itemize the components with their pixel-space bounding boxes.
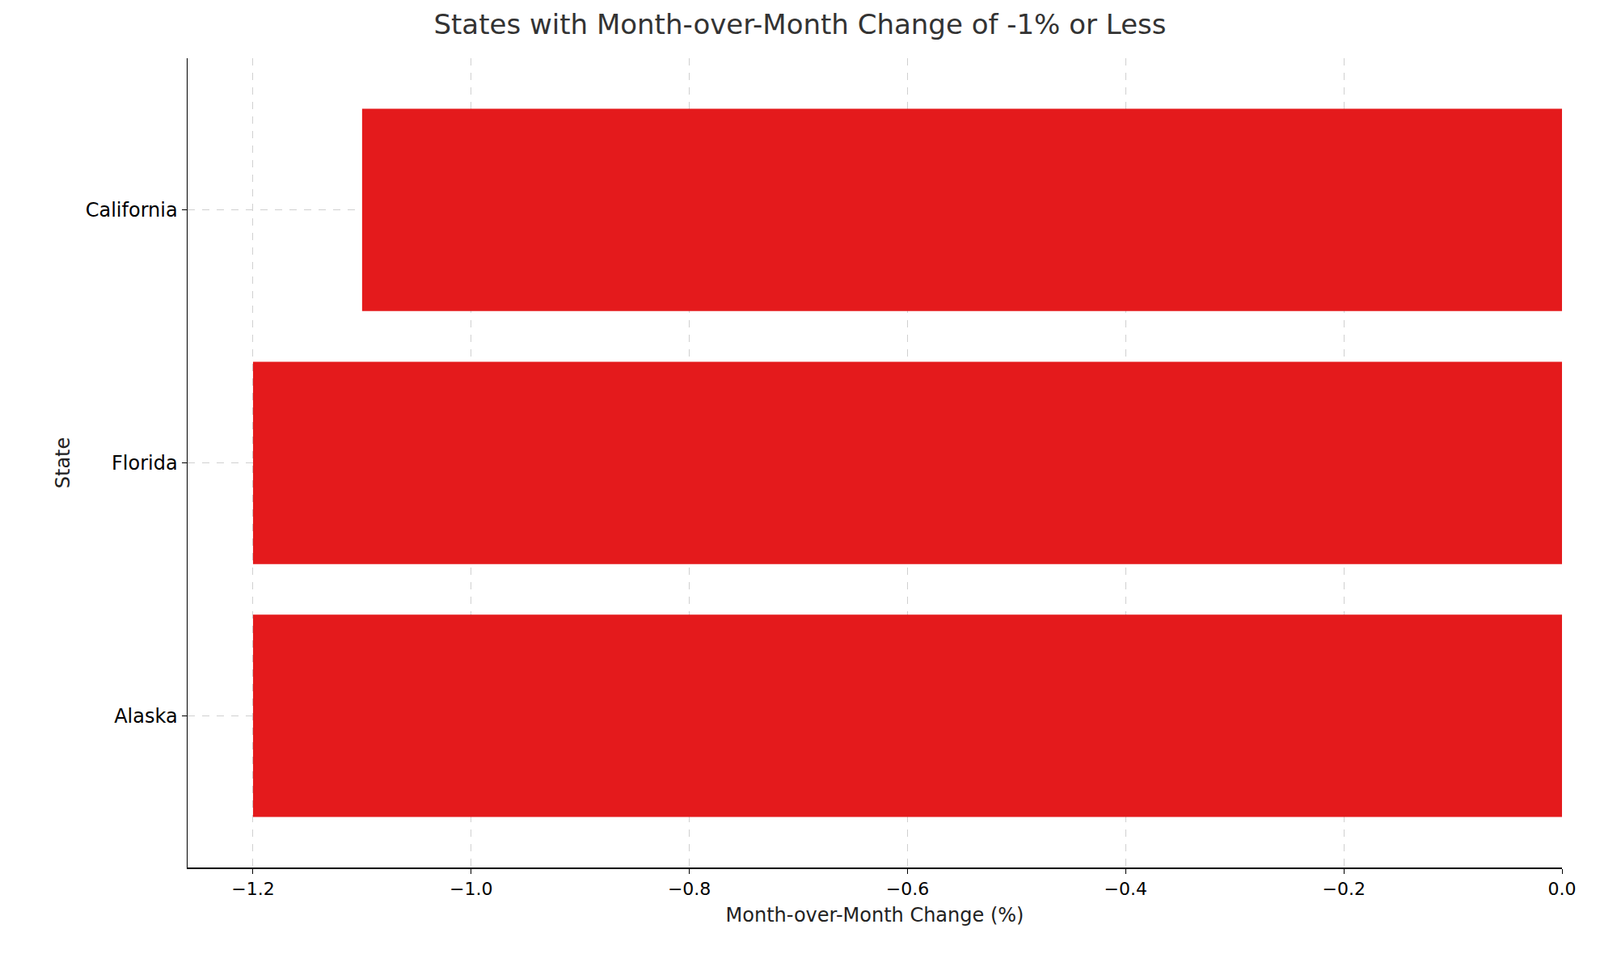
svg-text:−0.6: −0.6 [886,878,929,900]
svg-text:California: California [85,198,178,222]
svg-text:Month-over-Month Change (%): Month-over-Month Change (%) [726,903,1025,927]
svg-text:−0.4: −0.4 [1104,878,1148,900]
svg-text:−1.2: −1.2 [231,878,275,900]
svg-text:0.0: 0.0 [1548,878,1577,900]
svg-text:Alaska: Alaska [113,705,178,728]
svg-text:−1.0: −1.0 [449,878,493,900]
svg-text:State: State [51,437,75,490]
svg-text:−0.2: −0.2 [1321,878,1365,900]
svg-text:States with Month-over-Month C: States with Month-over-Month Change of -… [433,8,1166,41]
svg-text:−0.8: −0.8 [667,878,711,900]
svg-text:Florida: Florida [111,451,178,475]
